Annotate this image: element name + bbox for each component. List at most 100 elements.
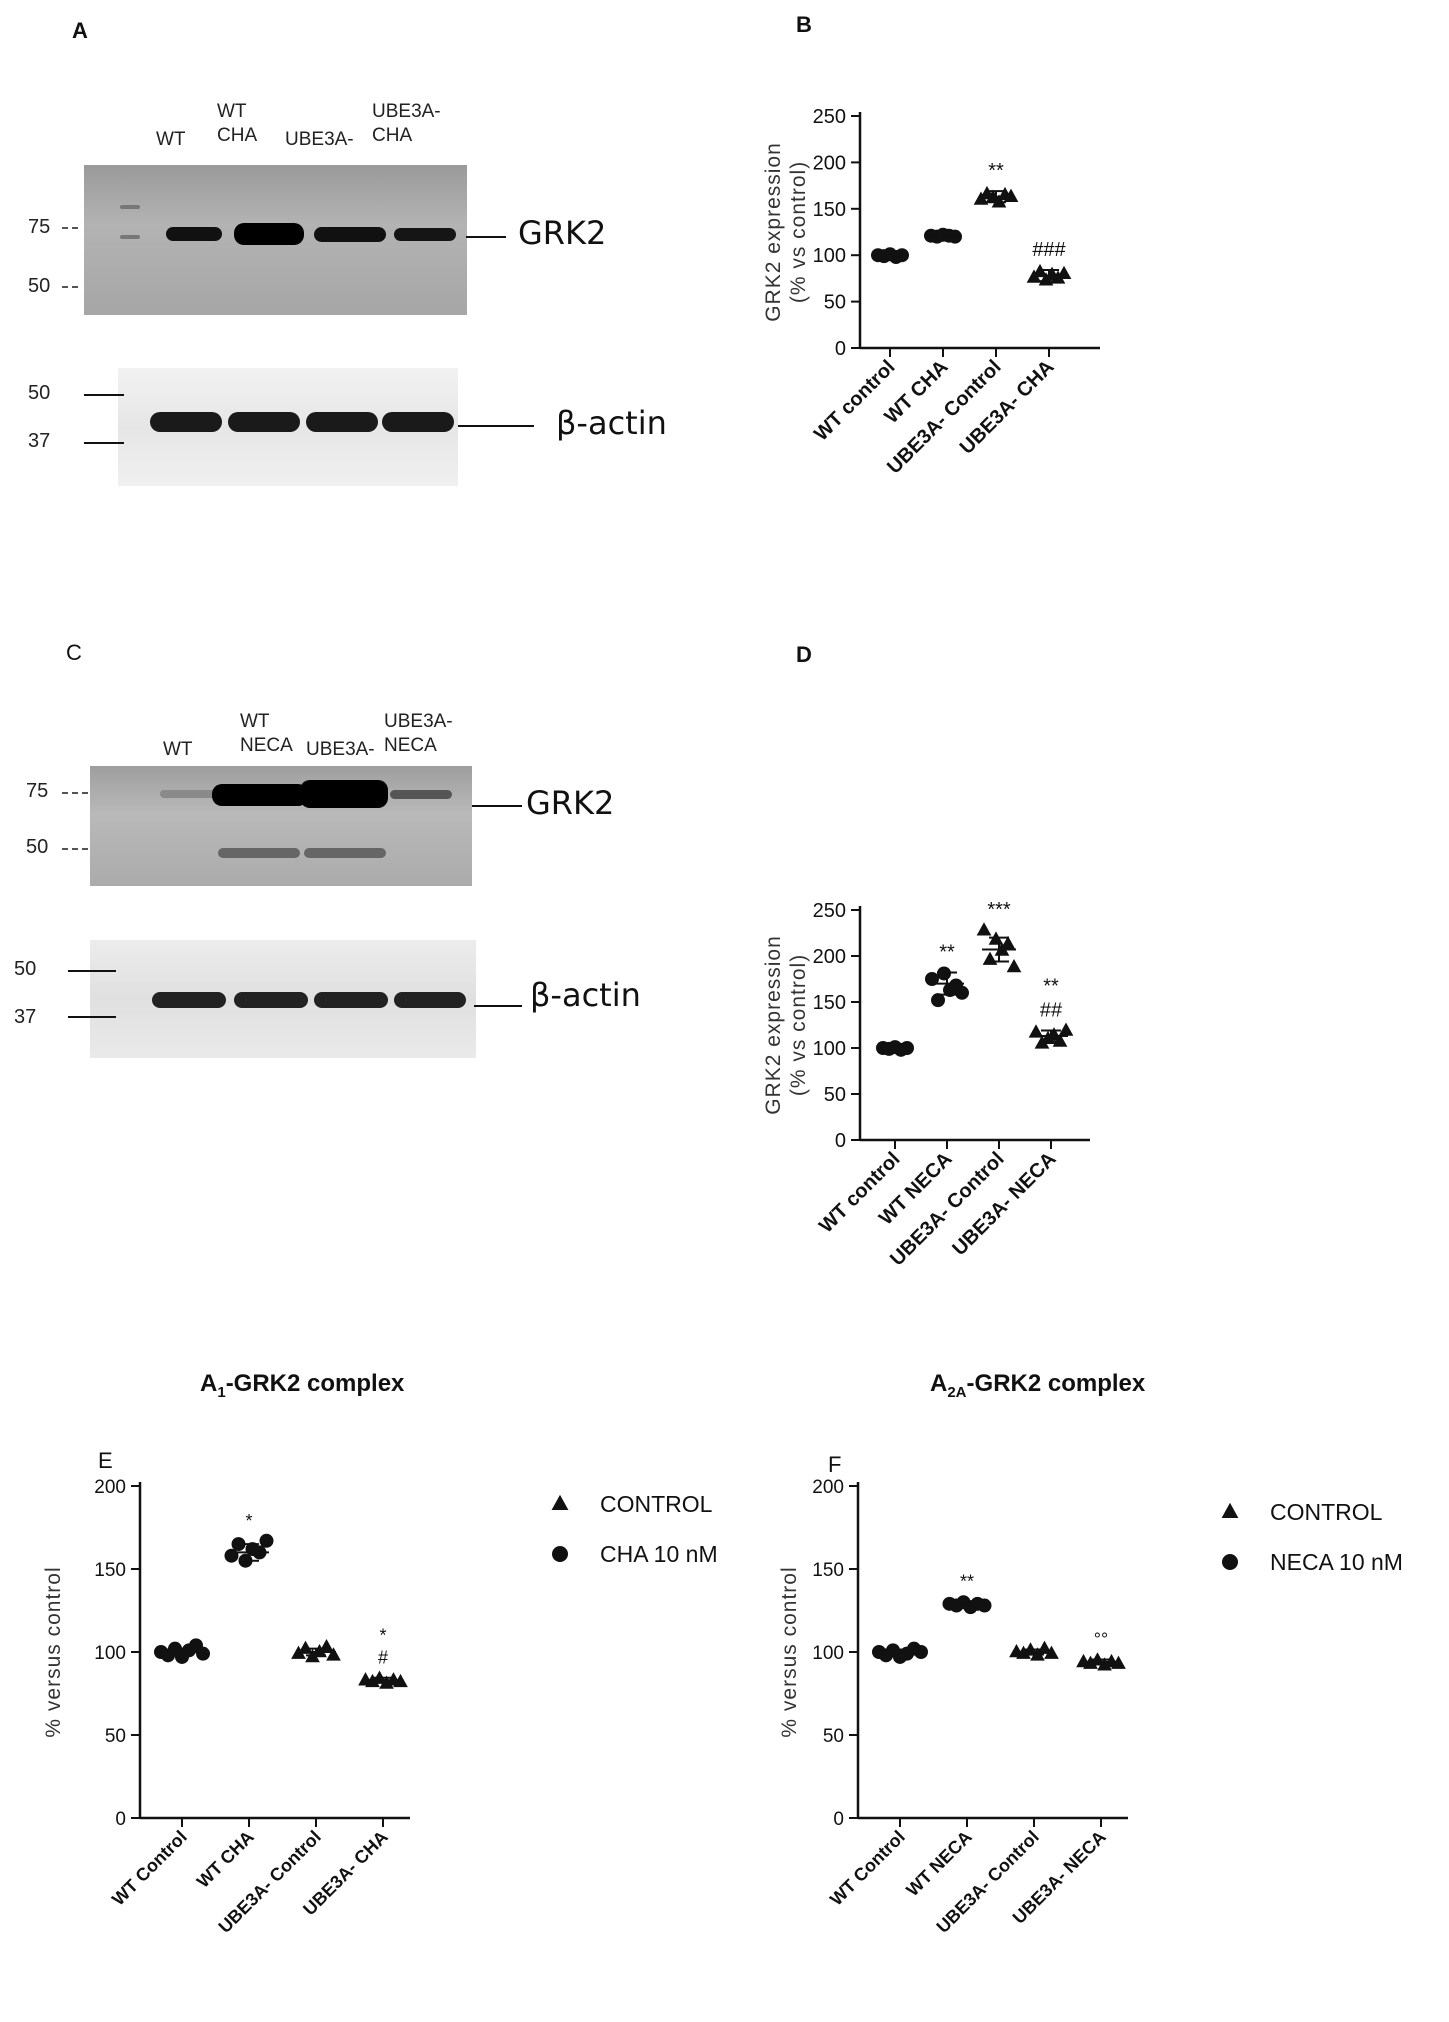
significance-label: #	[378, 1648, 388, 1668]
data-point	[1028, 1024, 1044, 1038]
data-point	[231, 1537, 246, 1552]
y-tick-label: 50	[824, 1084, 846, 1106]
actin-label-c: β-actin	[530, 976, 641, 1014]
legend-label: NECA 10 nM	[1270, 1549, 1403, 1575]
actin-label-a: β-actin	[556, 404, 667, 442]
marker-50-actin-c: 50	[14, 958, 37, 980]
y-tick-label: 0	[833, 1809, 844, 1830]
data-point	[982, 951, 998, 965]
lane-label-ube3a: UBE3A-	[306, 739, 375, 760]
lane-label-wt-cha: WT CHA	[217, 101, 258, 146]
grk2-blot-c	[90, 766, 472, 886]
marker-37-actin-a: 37	[28, 430, 51, 452]
marker-75-c: 75	[26, 780, 49, 802]
marker-50-a: 50	[28, 275, 51, 297]
data-point	[925, 972, 939, 986]
data-point	[955, 985, 969, 1000]
y-tick-label: 150	[813, 992, 846, 1014]
significance-label: **	[960, 1571, 974, 1591]
panel-label-a: A	[72, 18, 88, 43]
actin-pointer-line	[458, 425, 534, 427]
data-point	[977, 1598, 992, 1613]
y-tick-label: 150	[94, 1560, 126, 1581]
data-point	[298, 1640, 313, 1654]
y-tick-label: 0	[835, 338, 846, 360]
ladder-band	[120, 205, 140, 209]
actin-band	[152, 992, 226, 1008]
grk2-blot-a	[84, 165, 467, 315]
actin-band	[314, 992, 388, 1008]
y-axis-label: GRK2 expression	[762, 142, 785, 322]
y-tick-label: 150	[812, 1560, 844, 1581]
x-tick-label: WT Control	[108, 1827, 191, 1910]
significance-label: ***	[987, 899, 1011, 921]
grk2-pointer-line	[466, 236, 506, 238]
y-tick-label: 250	[813, 106, 846, 128]
y-axis-label: (% vs control)	[787, 954, 810, 1096]
y-tick-label: 0	[115, 1809, 126, 1830]
panel-label-e: E	[98, 1448, 113, 1473]
data-point	[1037, 1640, 1052, 1654]
panel-label-b: B	[796, 12, 812, 37]
legend-marker	[1221, 1502, 1239, 1518]
actin-band	[382, 412, 454, 432]
marker-tick	[68, 1016, 116, 1018]
panel-label-f: F	[828, 1452, 842, 1477]
actin-blot-a	[118, 368, 458, 486]
y-tick-label: 150	[813, 199, 846, 221]
grk2-band-wt-neca	[212, 784, 308, 806]
legend-marker	[551, 1494, 569, 1510]
grk2-band-wt	[160, 790, 226, 798]
significance-label: ##	[1040, 1000, 1063, 1022]
y-axis-label: GRK2 expression	[762, 935, 785, 1115]
marker-tick	[62, 848, 88, 850]
actin-band	[394, 992, 466, 1008]
actin-band	[150, 412, 222, 432]
data-point	[319, 1638, 334, 1653]
y-axis-label: % versus control	[778, 1566, 801, 1737]
grk2-band-wt-cha	[234, 223, 304, 245]
y-axis-label-group: GRK2 expression (% vs control)	[762, 935, 810, 1115]
marker-37-actin-c: 37	[14, 1006, 37, 1028]
marker-tick	[62, 286, 78, 288]
data-point	[1006, 958, 1022, 973]
chart-e-title: A1-GRK2 complex	[200, 1370, 405, 1401]
y-tick-label: 100	[94, 1643, 126, 1664]
y-tick-label: 100	[813, 1038, 846, 1060]
y-axis-label: % versus control	[42, 1566, 65, 1737]
data-point	[1046, 1027, 1062, 1041]
data-point	[326, 1647, 341, 1661]
grk2-band-ube3a	[314, 227, 386, 242]
data-point	[1058, 1022, 1074, 1036]
data-point	[1040, 1030, 1056, 1045]
data-point	[238, 1553, 253, 1568]
y-tick-label: 50	[824, 292, 846, 314]
marker-tick	[62, 227, 78, 229]
significance-label: °°	[1094, 1629, 1108, 1649]
marker-tick	[84, 442, 124, 444]
lane-label-ube3a-cha: UBE3A- CHA	[372, 101, 441, 146]
data-point	[988, 931, 1004, 945]
actin-blot-c	[90, 940, 476, 1058]
marker-tick	[68, 970, 116, 972]
y-tick-label: 50	[823, 1726, 844, 1747]
grk2-pointer-line	[472, 805, 522, 807]
y-tick-label: 200	[813, 152, 846, 174]
data-point	[196, 1646, 210, 1661]
data-point	[1000, 935, 1016, 950]
actin-band	[306, 412, 378, 432]
significance-label: *	[379, 1626, 386, 1646]
lane-label-ube3a: UBE3A-	[285, 129, 354, 150]
actin-pointer-line	[474, 1005, 522, 1007]
legend-marker	[1222, 1554, 1238, 1570]
y-axis-label-group: GRK2 expression (% vs control)	[762, 142, 810, 322]
x-tick-label: WT CHA	[193, 1827, 258, 1892]
data-point	[312, 1643, 327, 1658]
data-point	[1032, 263, 1048, 278]
data-point	[991, 194, 1007, 208]
grk2-band-ube3a	[300, 780, 388, 808]
panel-label-c: C	[66, 640, 82, 665]
y-tick-label: 0	[835, 1130, 846, 1152]
